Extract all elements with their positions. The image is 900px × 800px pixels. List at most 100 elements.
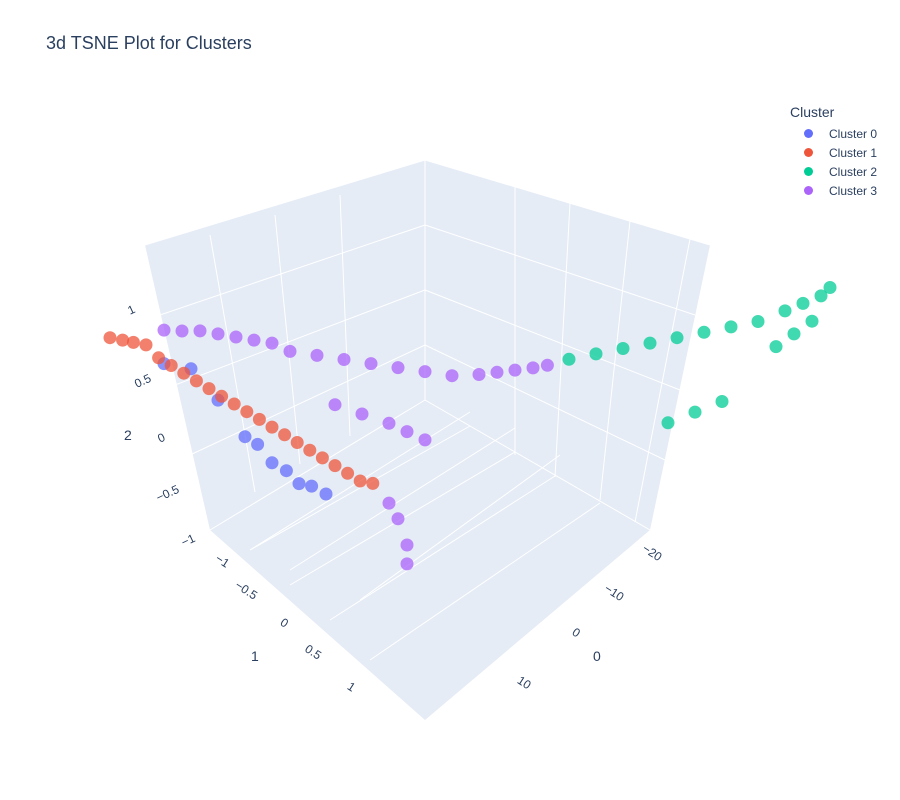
axis-title-tsne3: 2 [124,427,132,443]
point-cluster-2-3[interactable] [643,336,657,350]
point-cluster-1-1[interactable] [116,333,130,347]
legend-item-cluster-3[interactable]: Cluster 3 [790,181,877,200]
point-cluster-3-16[interactable] [508,363,522,377]
tick-label-tsne3-0: 1 [125,302,137,318]
point-cluster-2-1[interactable] [589,347,603,361]
point-cluster-1-18[interactable] [328,459,342,473]
point-cluster-3-22[interactable] [400,425,414,439]
tick-label-tsne3-1: 0.5 [132,371,153,391]
point-cluster-1-21[interactable] [366,476,380,490]
point-cluster-1-17[interactable] [315,451,329,465]
point-cluster-1-3[interactable] [139,338,153,352]
point-cluster-1-9[interactable] [215,389,229,403]
point-cluster-3-5[interactable] [247,333,261,347]
legend-label-cluster-3: Cluster 3 [829,183,878,198]
point-cluster-1-10[interactable] [227,397,241,411]
point-cluster-2-7[interactable] [751,315,765,328]
point-cluster-3-21[interactable] [382,416,396,430]
point-cluster-3-27[interactable] [400,557,414,571]
tick-label-tsne2-2: 0 [278,615,291,631]
point-cluster-3-6[interactable] [265,336,279,350]
point-cluster-3-4[interactable] [229,330,243,344]
point-cluster-3-25[interactable] [391,512,405,526]
point-cluster-3-14[interactable] [472,368,486,381]
point-cluster-3-13[interactable] [445,369,459,383]
point-cluster-2-5[interactable] [697,325,711,339]
point-cluster-1-14[interactable] [278,428,292,442]
axis-title-tsne2: 1 [251,648,259,664]
point-cluster-2-14[interactable] [769,340,783,354]
point-cluster-1-0[interactable] [103,331,117,345]
point-cluster-3-26[interactable] [400,538,414,552]
point-cluster-1-12[interactable] [252,412,266,426]
tick-label-tsne2-1: −0.5 [232,578,260,603]
point-cluster-2-0[interactable] [562,352,576,366]
point-cluster-3-23[interactable] [418,433,432,447]
tick-label-tsne1-3: 10 [515,673,534,692]
point-cluster-2-6[interactable] [724,320,738,334]
point-cluster-1-19[interactable] [341,466,355,480]
tick-label-tsne1-2: 0 [570,625,583,641]
point-cluster-3-20[interactable] [355,407,369,421]
point-cluster-1-7[interactable] [189,374,203,388]
tick-label-tsne2-4: 1 [345,679,358,695]
tick-label-tsne3-3: −0.5 [154,482,182,505]
legend-item-cluster-2[interactable]: Cluster 2 [790,162,877,181]
point-cluster-1-13[interactable] [265,420,279,434]
point-cluster-3-8[interactable] [310,348,324,362]
point-cluster-1-8[interactable] [202,382,216,396]
point-cluster-2-8[interactable] [778,304,792,318]
point-cluster-3-9[interactable] [337,353,351,366]
point-cluster-1-5[interactable] [164,359,178,372]
point-cluster-0-5[interactable] [265,456,279,470]
point-cluster-1-20[interactable] [353,474,367,488]
point-cluster-3-11[interactable] [391,361,405,375]
point-cluster-0-6[interactable] [279,464,293,478]
point-cluster-2-4[interactable] [670,331,684,345]
point-cluster-1-15[interactable] [290,436,304,449]
point-cluster-3-12[interactable] [418,365,432,379]
legend-item-cluster-0[interactable]: Cluster 0 [790,124,877,143]
legend-label-cluster-1: Cluster 1 [829,145,878,160]
data-points[interactable] [103,281,837,571]
point-cluster-3-7[interactable] [283,344,297,358]
tick-label-tsne2-3: 0.5 [302,642,324,663]
point-cluster-2-9[interactable] [796,296,810,310]
point-cluster-0-3[interactable] [238,430,252,444]
point-cluster-3-0[interactable] [157,323,171,337]
point-cluster-3-19[interactable] [328,398,342,412]
point-cluster-2-11[interactable] [823,281,837,294]
legend: Cluster Cluster 0 Cluster 1 Cluster 2 Cl… [790,104,877,200]
point-cluster-1-4[interactable] [152,351,166,365]
point-cluster-2-17[interactable] [661,416,675,430]
point-cluster-0-8[interactable] [305,479,319,493]
point-cluster-3-3[interactable] [211,327,225,341]
point-cluster-3-24[interactable] [382,496,396,510]
point-cluster-1-2[interactable] [126,335,140,349]
point-cluster-2-2[interactable] [616,342,630,355]
point-cluster-0-9[interactable] [319,487,333,501]
point-cluster-2-12[interactable] [805,314,819,328]
point-cluster-1-6[interactable] [177,366,191,380]
point-cluster-3-1[interactable] [175,324,189,338]
legend-swatch-cluster-3 [804,186,813,195]
point-cluster-3-2[interactable] [193,324,207,338]
point-cluster-3-10[interactable] [364,357,378,371]
point-cluster-0-4[interactable] [251,437,265,451]
point-cluster-2-16[interactable] [688,405,702,419]
point-cluster-3-18[interactable] [540,358,554,372]
point-cluster-2-15[interactable] [715,395,729,408]
point-cluster-3-15[interactable] [490,365,504,379]
legend-item-cluster-1[interactable]: Cluster 1 [790,143,877,162]
tick-label-tsne3-4: −1 [179,531,198,550]
point-cluster-3-17[interactable] [526,361,540,375]
tick-label-tsne1-1: −10 [602,581,627,604]
point-cluster-2-13[interactable] [787,327,801,341]
point-cluster-0-7[interactable] [292,477,306,491]
point-cluster-2-10[interactable] [814,289,828,303]
point-cluster-1-11[interactable] [240,405,254,419]
point-cluster-1-16[interactable] [303,443,317,457]
